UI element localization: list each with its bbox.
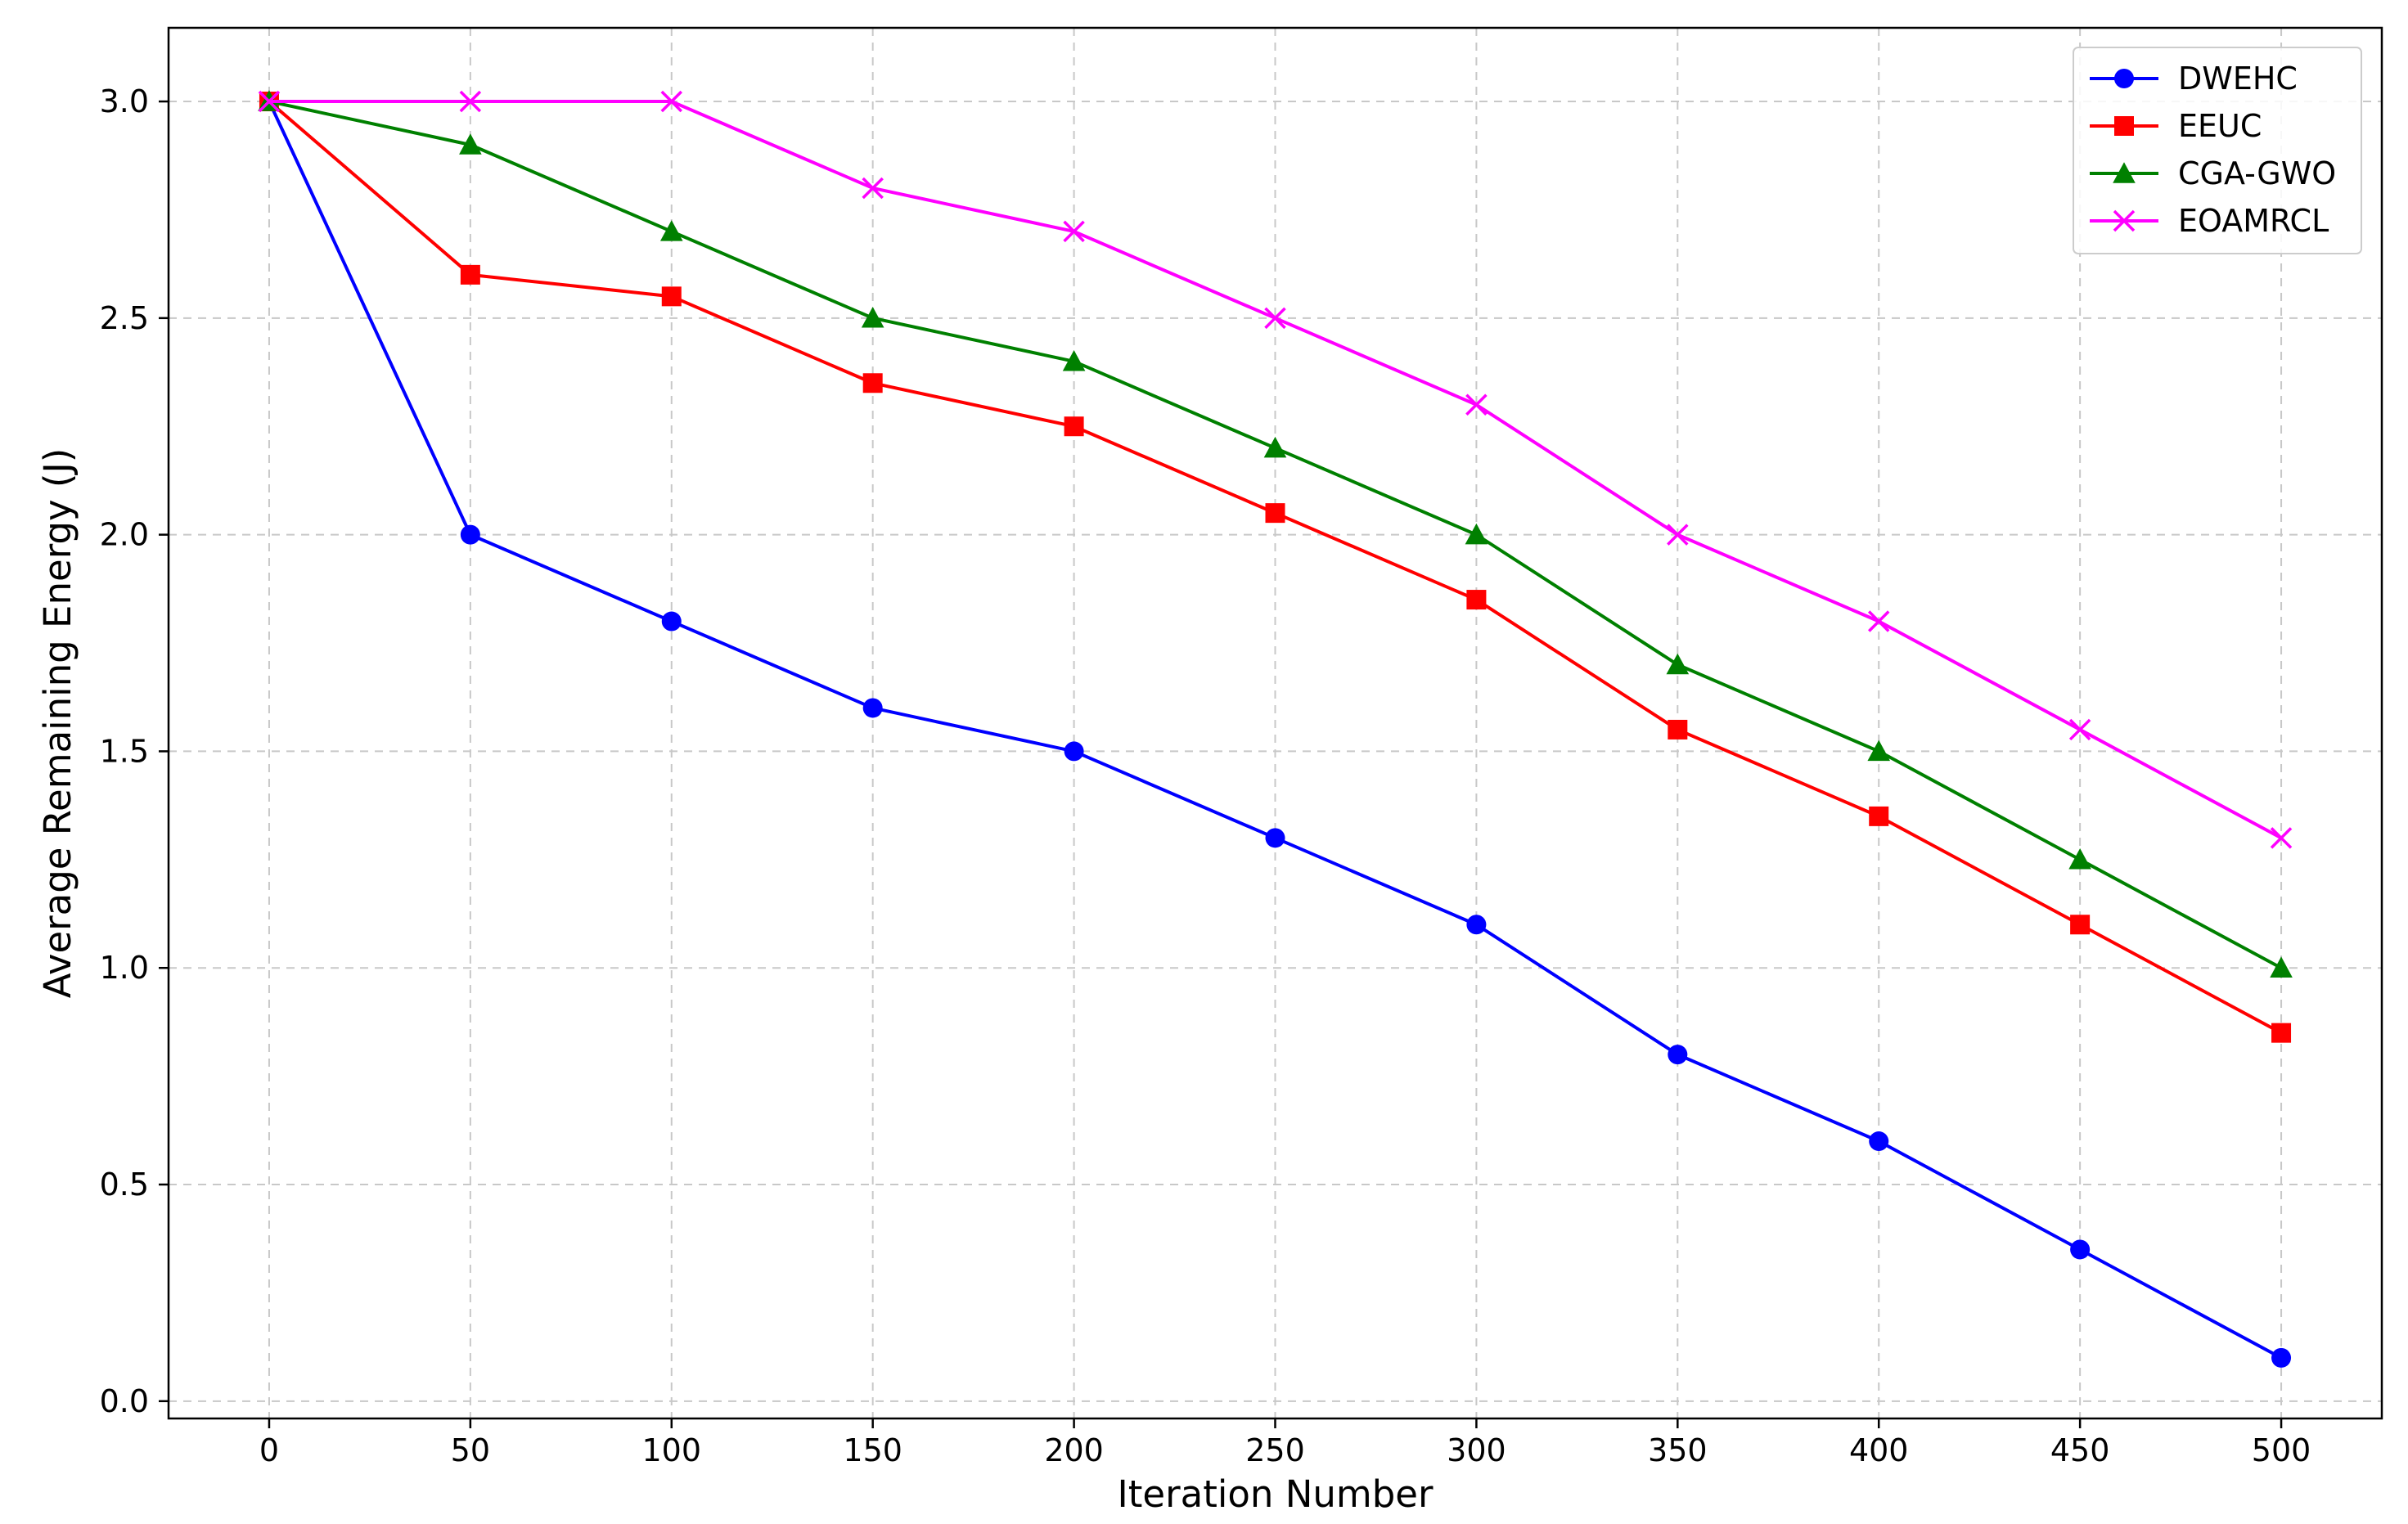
x-tick-label: 50 [451,1432,490,1468]
y-tick-label: 0.0 [100,1383,149,1419]
x-tick-label: 450 [2050,1432,2110,1468]
data-point-dwehc [1466,915,1487,935]
data-point-eoamrcl [459,90,482,113]
data-point-eeuc [2271,1023,2292,1043]
data-point-eoamrcl [660,90,683,113]
data-point-cga-gwo [659,220,683,241]
data-point-dwehc [460,524,480,545]
data-point-eeuc [2070,915,2091,935]
series [258,90,2293,1368]
data-point-dwehc [1064,741,1084,762]
data-point-dwehc [1668,1045,1688,1065]
data-point-cga-gwo [1867,740,1891,762]
y-tick-label: 1.5 [100,733,149,769]
x-axis-title: Iteration Number [1118,1472,1434,1516]
y-axis-title: Average Remaining Energy (J) [36,448,79,999]
y-tick-label: 1.0 [100,950,149,986]
legend-label-eeuc: EEUC [2178,108,2262,144]
data-point-eoamrcl [1867,610,1890,632]
data-point-cga-gwo [2270,956,2293,978]
data-point-eeuc [1064,416,1084,437]
legend: DWEHC EEUC CGA-GWO EOAMRCL [2073,47,2362,254]
data-point-eeuc [460,264,480,285]
legend-marker-cga-gwo [2113,162,2136,183]
data-point-eeuc [1668,719,1688,740]
data-point-dwehc [2271,1347,2292,1368]
x-tick-label: 350 [1648,1432,1708,1468]
data-point-eoamrcl [258,90,281,113]
y-tick-label: 2.5 [100,300,149,336]
x-tick-label: 200 [1044,1432,1104,1468]
legend-label-cga-gwo: CGA-GWO [2178,155,2336,191]
series-eeuc [259,92,2292,1043]
data-point-dwehc [661,611,682,632]
y-tick-label: 3.0 [100,83,149,119]
x-tick-label: 400 [1849,1432,1909,1468]
x-tick-label: 300 [1447,1432,1506,1468]
legend-label-eoamrcl: EOAMRCL [2178,203,2329,239]
x-tick-label: 0 [259,1432,279,1468]
x-tick-label: 250 [1245,1432,1305,1468]
legend-marker-eeuc [2114,116,2134,136]
x-tick-label: 500 [2252,1432,2311,1468]
series-cga-gwo [258,90,2293,978]
data-point-eoamrcl [2068,718,2091,741]
ticks: 0 50 100 150 200 250 300 350 400 450 500 0.0 0.5 1.0 1… [100,83,2311,1468]
data-point-cga-gwo [1263,436,1287,458]
data-point-cga-gwo [2068,848,2091,870]
data-point-cga-gwo [1666,653,1690,675]
data-point-eeuc [1265,503,1285,524]
data-point-dwehc [2070,1239,2091,1260]
legend-marker-dwehc [2114,69,2134,88]
data-point-eoamrcl [2270,827,2293,849]
series-eoamrcl [258,90,2293,849]
data-point-cga-gwo [459,133,482,155]
y-tick-label: 0.5 [100,1167,149,1203]
data-point-eeuc [661,286,682,307]
data-point-dwehc [1265,828,1285,848]
data-point-eoamrcl [862,177,884,200]
data-point-eoamrcl [1264,307,1286,330]
data-point-eoamrcl [1063,220,1085,243]
x-tick-label: 100 [642,1432,702,1468]
data-point-eoamrcl [1465,393,1488,416]
legend-box [2073,47,2362,254]
legend-marker-eoamrcl [2113,209,2136,232]
data-point-eoamrcl [1667,524,1689,546]
data-point-cga-gwo [861,307,884,328]
data-point-cga-gwo [1062,349,1086,371]
y-tick-label: 2.0 [100,517,149,553]
data-point-dwehc [862,698,883,718]
data-point-eeuc [1466,590,1487,610]
x-tick-label: 150 [843,1432,902,1468]
data-point-eeuc [862,373,883,393]
data-point-eeuc [1869,806,1889,826]
data-point-cga-gwo [1465,523,1488,545]
legend-label-dwehc: DWEHC [2178,61,2298,97]
data-point-dwehc [1869,1131,1889,1152]
